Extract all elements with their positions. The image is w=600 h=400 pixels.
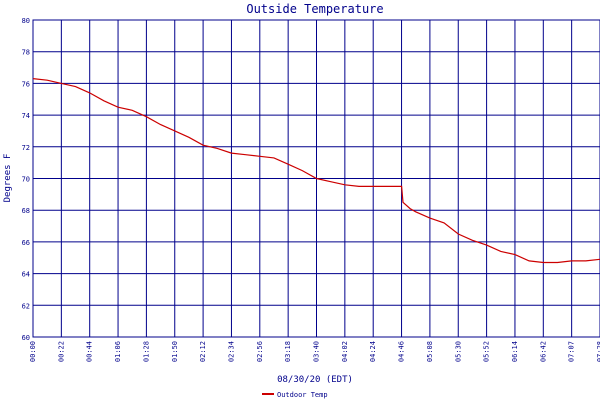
x-tick-label: 00:22 [57, 341, 65, 362]
x-tick-label: 00:00 [29, 341, 37, 362]
grid-lines [32, 19, 600, 338]
x-tick-label: 06:14 [511, 341, 519, 362]
x-tick-label: 06:42 [539, 341, 547, 362]
y-tick-label: 72 [22, 144, 30, 152]
x-tick-label: 04:46 [398, 341, 406, 362]
legend-label: Outdoor Temp [277, 391, 328, 399]
y-tick-label: 80 [22, 17, 30, 25]
y-tick-label: 70 [22, 176, 30, 184]
y-tick-label: 62 [22, 302, 30, 310]
y-axis-ticks: 60 62 64 66 68 70 72 74 76 78 80 [22, 17, 30, 342]
x-tick-label: 01:06 [114, 341, 122, 362]
x-tick-label: 03:40 [313, 341, 321, 362]
x-tick-label: 01:50 [171, 341, 179, 362]
x-tick-label: 04:24 [369, 341, 377, 362]
x-tick-label: 05:08 [426, 341, 434, 362]
x-tick-label: 05:30 [454, 341, 462, 362]
y-axis-label: Degrees F [3, 154, 13, 203]
x-tick-label: 07:28 [596, 341, 600, 362]
y-tick-label: 74 [22, 112, 30, 120]
y-tick-label: 78 [22, 49, 30, 57]
x-tick-label: 07:07 [568, 341, 576, 362]
x-tick-label: 03:18 [284, 341, 292, 362]
x-tick-label: 00:44 [86, 341, 94, 362]
x-tick-label: 02:34 [227, 341, 235, 362]
y-tick-label: 68 [22, 207, 30, 215]
x-tick-label: 02:12 [199, 341, 207, 362]
x-tick-label: 02:56 [256, 341, 264, 362]
x-tick-label: 01:28 [142, 341, 150, 362]
series-group [32, 78, 600, 264]
chart-title: Outside Temperature [246, 2, 383, 16]
y-tick-label: 76 [22, 80, 30, 88]
x-tick-label: 05:52 [483, 341, 491, 362]
legend: Outdoor Temp [262, 391, 328, 399]
x-tick-label: 04:02 [341, 341, 349, 362]
series-line-outdoor-temp [32, 78, 600, 264]
y-tick-label: 64 [22, 271, 30, 279]
x-axis-label: 08/30/20 (EDT) [277, 375, 353, 385]
y-tick-label: 66 [22, 239, 30, 247]
y-tick-label: 60 [22, 334, 30, 342]
x-axis-ticks: 00:00 00:22 00:44 01:06 01:28 01:50 02:12 02:34… [29, 341, 600, 362]
